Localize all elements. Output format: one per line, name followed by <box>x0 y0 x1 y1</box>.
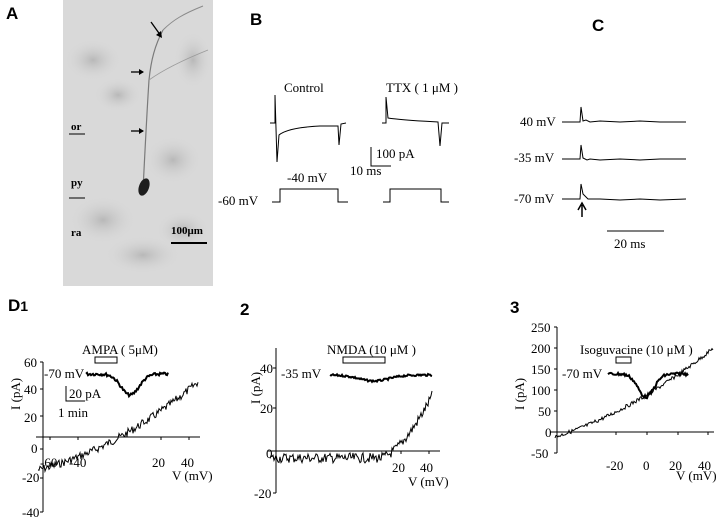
panel-d2-number: 2 <box>240 300 250 319</box>
c-trace-40 <box>562 106 686 123</box>
layer-label-ra: ra <box>71 227 82 239</box>
d3-hold-label: -70 mV <box>562 366 603 381</box>
d3-xtick: 20 <box>669 458 682 473</box>
d2-ytick: 40 <box>260 361 273 376</box>
d1-xtick: -60 <box>40 455 58 470</box>
ttx-current-trace <box>382 96 449 147</box>
d1-xtick: 20 <box>152 455 165 470</box>
layer-label-or: or <box>71 121 82 133</box>
d3-ytick: 50 <box>538 404 551 419</box>
c-trace-minus70 <box>562 183 687 201</box>
d1-current-scale: 20 pA <box>69 386 102 401</box>
d3-xtick: 0 <box>643 458 650 473</box>
d1-ytick: -40 <box>22 505 40 520</box>
c-voltage-1: 40 mV <box>520 114 556 129</box>
d2-xlabel: V (mV) <box>408 474 449 489</box>
d1-ylabel: I (pA) <box>8 377 23 410</box>
d3-ylabel: I (pA) <box>512 377 527 410</box>
d1-xtick: 40 <box>181 455 194 470</box>
d1-ytick: 60 <box>24 355 37 370</box>
c-trace-minus35 <box>562 144 686 161</box>
d3-ytick: 200 <box>531 341 551 356</box>
panel-d-letter-text: D <box>8 296 21 315</box>
panel-d3-number: 3 <box>510 298 520 317</box>
d2-xtick: 20 <box>392 460 405 475</box>
d1-hold-label: -70 mV <box>44 366 85 381</box>
panel-c-letter: C <box>592 16 605 35</box>
d2-drug-label: NMDA (10 μM ) <box>327 342 416 357</box>
d2-ytick: 20 <box>260 401 273 416</box>
d3-ytick: 150 <box>531 362 551 377</box>
control-current-trace <box>270 94 347 163</box>
d3-drug-label: Isoguvacine (10 μM ) <box>580 342 693 357</box>
control-voltage-step <box>272 188 348 203</box>
panel-d-subnum: 1 <box>20 298 29 314</box>
ttx-label: TTX ( 1 μM ) <box>386 80 458 95</box>
d2-iv-curve <box>269 390 433 465</box>
d3-iv-curve <box>554 347 714 439</box>
c-stim-arrow <box>577 201 587 217</box>
d3-ytick: 250 <box>531 320 551 335</box>
d1-xtick: -40 <box>69 455 87 470</box>
b-current-scale: 100 pA <box>376 146 415 161</box>
d2-ticks <box>273 367 430 494</box>
d3-ytick: 100 <box>531 383 551 398</box>
d1-ytick: 0 <box>31 441 38 456</box>
d1-iv-curve <box>37 381 199 474</box>
d3-xtick: 40 <box>698 458 711 473</box>
d3-time-trace <box>607 370 689 400</box>
c-voltage-2: -35 mV <box>514 150 555 165</box>
d1-ytick: -20 <box>22 470 40 485</box>
d3-ytick: -50 <box>531 446 549 461</box>
d3-xlabel: V (mV) <box>676 468 717 483</box>
control-label: Control <box>284 80 324 95</box>
micrograph-image <box>63 0 213 286</box>
b-step-label: -40 mV <box>287 170 328 185</box>
panel-a-letter: A <box>6 4 19 23</box>
layer-label-py: py <box>71 177 83 189</box>
d1-ytick: 20 <box>24 410 37 425</box>
d2-ytick: 0 <box>266 446 273 461</box>
panel-d-letter: D1 <box>8 296 28 316</box>
c-voltage-3: -70 mV <box>514 191 555 206</box>
d2-time-trace <box>329 372 433 384</box>
c-time-scale: 20 ms <box>614 236 646 251</box>
d1-ticks <box>40 361 190 513</box>
d1-drug-label: AMPA ( 5μM) <box>82 342 158 357</box>
micrograph: or py ra 100μm <box>63 0 213 286</box>
d1-ytick: 40 <box>24 382 37 397</box>
ttx-voltage-step <box>383 188 449 203</box>
scale-bar-label: 100μm <box>171 225 203 237</box>
d2-ytick: -20 <box>254 486 272 501</box>
d3-ytick: 0 <box>545 425 552 440</box>
d1-time-scale: 1 min <box>58 405 88 420</box>
d2-hold-label: -35 mV <box>281 366 322 381</box>
b-hold-label: -60 mV <box>218 193 259 208</box>
d3-xtick: -20 <box>606 458 624 473</box>
b-time-scale: 10 ms <box>350 163 382 178</box>
panel-b-letter: B <box>250 10 263 29</box>
d2-xtick: 40 <box>420 460 433 475</box>
